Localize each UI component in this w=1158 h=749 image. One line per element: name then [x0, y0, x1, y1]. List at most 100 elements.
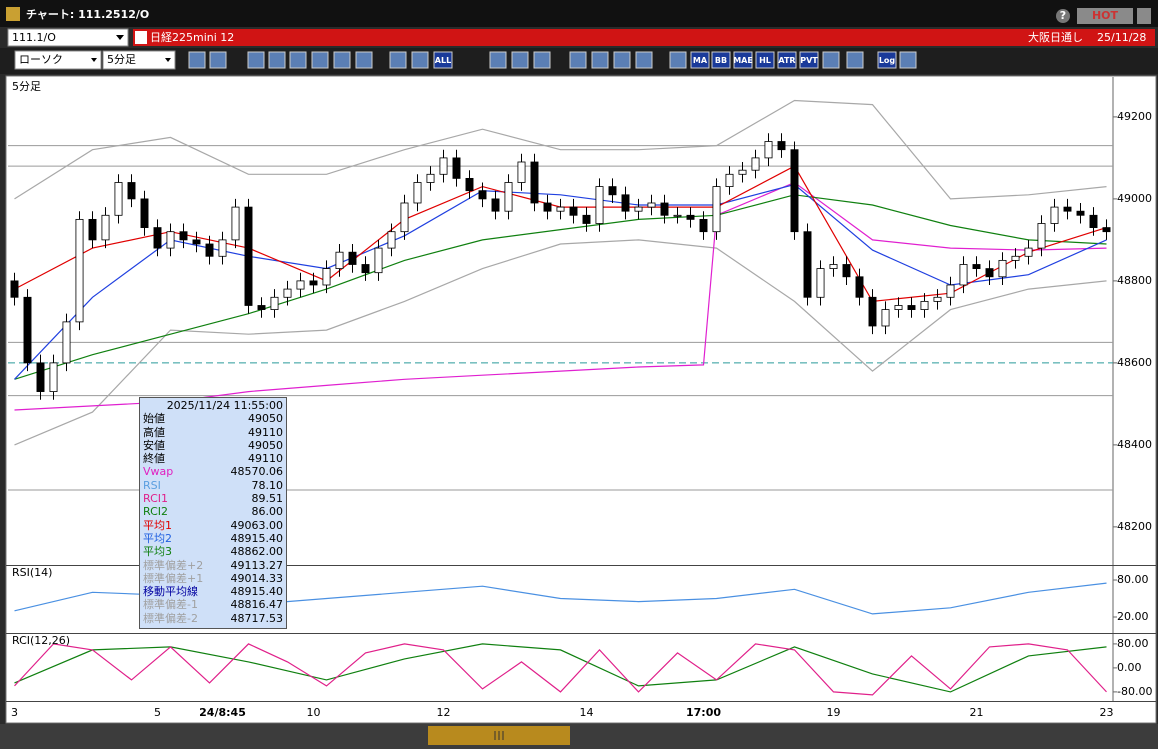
info-label: 平均3	[143, 545, 172, 559]
info-label: 安値	[143, 438, 165, 452]
candle-body	[361, 264, 370, 274]
tool-icon-label[interactable]: ATR	[778, 56, 795, 65]
interval-select[interactable]	[102, 50, 176, 70]
help-button[interactable]	[1056, 9, 1070, 23]
indicator-line	[14, 181, 1107, 411]
tool-icon[interactable]	[268, 51, 286, 69]
candle-body	[998, 259, 1007, 278]
candle-body	[387, 231, 396, 249]
info-panel: 2025/11/24 11:55:00 始値 49050 高値 49110 安値 49050…	[139, 397, 287, 629]
tool-icon[interactable]	[846, 51, 864, 69]
tool-icon[interactable]	[591, 51, 609, 69]
info-row: 標準偏差-2 48717.53	[143, 612, 283, 625]
candle-body	[1076, 210, 1085, 216]
tool-icon[interactable]	[389, 51, 407, 69]
candle-body	[725, 173, 734, 187]
candle-body	[933, 296, 942, 302]
tool-icon[interactable]	[511, 51, 529, 69]
candle-body	[478, 190, 487, 200]
tool-icon[interactable]	[669, 51, 687, 69]
candle-body	[439, 157, 448, 175]
tool-icon[interactable]	[569, 51, 587, 69]
panel-label: RCI(12,26)	[12, 634, 70, 647]
tool-icon[interactable]	[733, 51, 753, 69]
candle-body	[868, 296, 877, 327]
info-value: 86.00	[251, 505, 284, 519]
tool-icon[interactable]	[690, 51, 710, 69]
candle-body	[842, 264, 851, 278]
tool-icon[interactable]	[777, 51, 797, 69]
tool-icon[interactable]	[899, 51, 917, 69]
tool-icon[interactable]	[877, 51, 897, 69]
symbol-input[interactable]	[7, 28, 129, 47]
symbol-bar	[133, 29, 1155, 46]
symbol-code[interactable]: 111.1/O	[12, 31, 56, 44]
tool-icon[interactable]	[209, 51, 227, 69]
candle-body	[1050, 206, 1059, 224]
info-label: Vwap	[143, 465, 174, 479]
candle-body	[660, 202, 669, 216]
tool-icon[interactable]	[613, 51, 631, 69]
close-button[interactable]	[1137, 8, 1151, 24]
tool-icon[interactable]	[755, 51, 775, 69]
tool-icon[interactable]	[799, 51, 819, 69]
tool-icon[interactable]	[822, 51, 840, 69]
info-row: 標準偏差-1 48816.47	[143, 598, 283, 611]
panel	[8, 99, 1113, 491]
candle-body	[907, 305, 916, 310]
candle-body	[621, 194, 630, 212]
tool-icon-label[interactable]: PVT	[800, 56, 818, 65]
info-row: 移動平均線 48915.40	[143, 585, 283, 598]
panel-label: RSI(14)	[12, 566, 52, 579]
hot-label[interactable]: HOT	[1092, 9, 1119, 22]
info-label: RCI1	[143, 492, 169, 506]
tool-icon-label[interactable]: BB	[715, 56, 727, 65]
tool-icon[interactable]	[711, 51, 731, 69]
info-label: 始値	[143, 412, 165, 426]
info-label: RCI2	[143, 505, 169, 519]
tool-icon-label[interactable]: MA	[693, 56, 708, 65]
candle-body	[816, 268, 825, 298]
tool-icon-label[interactable]: HL	[759, 56, 771, 65]
info-value: 49113.27	[230, 558, 284, 572]
info-value: 49063.00	[230, 518, 284, 532]
candle-body	[101, 214, 110, 241]
tool-icon[interactable]	[247, 51, 265, 69]
x-tick-label: 24/8:45	[199, 706, 246, 719]
tool-icon-label[interactable]: MAE	[733, 56, 753, 65]
info-label: RSI	[143, 478, 161, 492]
candle-body	[829, 264, 838, 269]
tool-icon[interactable]	[289, 51, 307, 69]
tool-icon[interactable]	[411, 51, 429, 69]
tool-icon[interactable]	[188, 51, 206, 69]
interval[interactable]: 5分足	[107, 53, 136, 66]
y-tick-label: -80.00	[1117, 685, 1152, 698]
candle-body	[946, 284, 955, 298]
dropdown-arrow	[91, 58, 97, 62]
tool-icon[interactable]	[433, 51, 453, 69]
candle-body	[712, 186, 721, 233]
help-label[interactable]: ?	[1060, 9, 1066, 22]
candle-body	[335, 251, 344, 269]
candle-body	[140, 198, 149, 228]
tool-icon[interactable]	[311, 51, 329, 69]
info-row: 標準偏差+1 49014.33	[143, 572, 283, 585]
info-value: 48570.06	[230, 465, 284, 479]
chart-kind[interactable]: ローソク	[19, 53, 63, 66]
scrollbar[interactable]	[0, 724, 1158, 749]
candle-body	[1102, 227, 1111, 233]
candle-body	[257, 305, 266, 310]
tool-icon[interactable]	[333, 51, 351, 69]
tool-icon[interactable]	[635, 51, 653, 69]
tool-icon[interactable]	[355, 51, 373, 69]
tool-icon-label[interactable]: Log	[879, 56, 896, 65]
tool-icon-label[interactable]: ALL	[435, 56, 451, 65]
tool-icon[interactable]	[489, 51, 507, 69]
info-row: Vwap 48570.06	[143, 465, 283, 478]
indicator-line	[14, 643, 1107, 693]
candle-body	[49, 362, 58, 392]
info-row: 平均3 48862.00	[143, 545, 283, 558]
hot-button[interactable]	[1077, 8, 1133, 24]
tool-icon[interactable]	[533, 51, 551, 69]
chart-kind-select[interactable]	[14, 50, 102, 70]
